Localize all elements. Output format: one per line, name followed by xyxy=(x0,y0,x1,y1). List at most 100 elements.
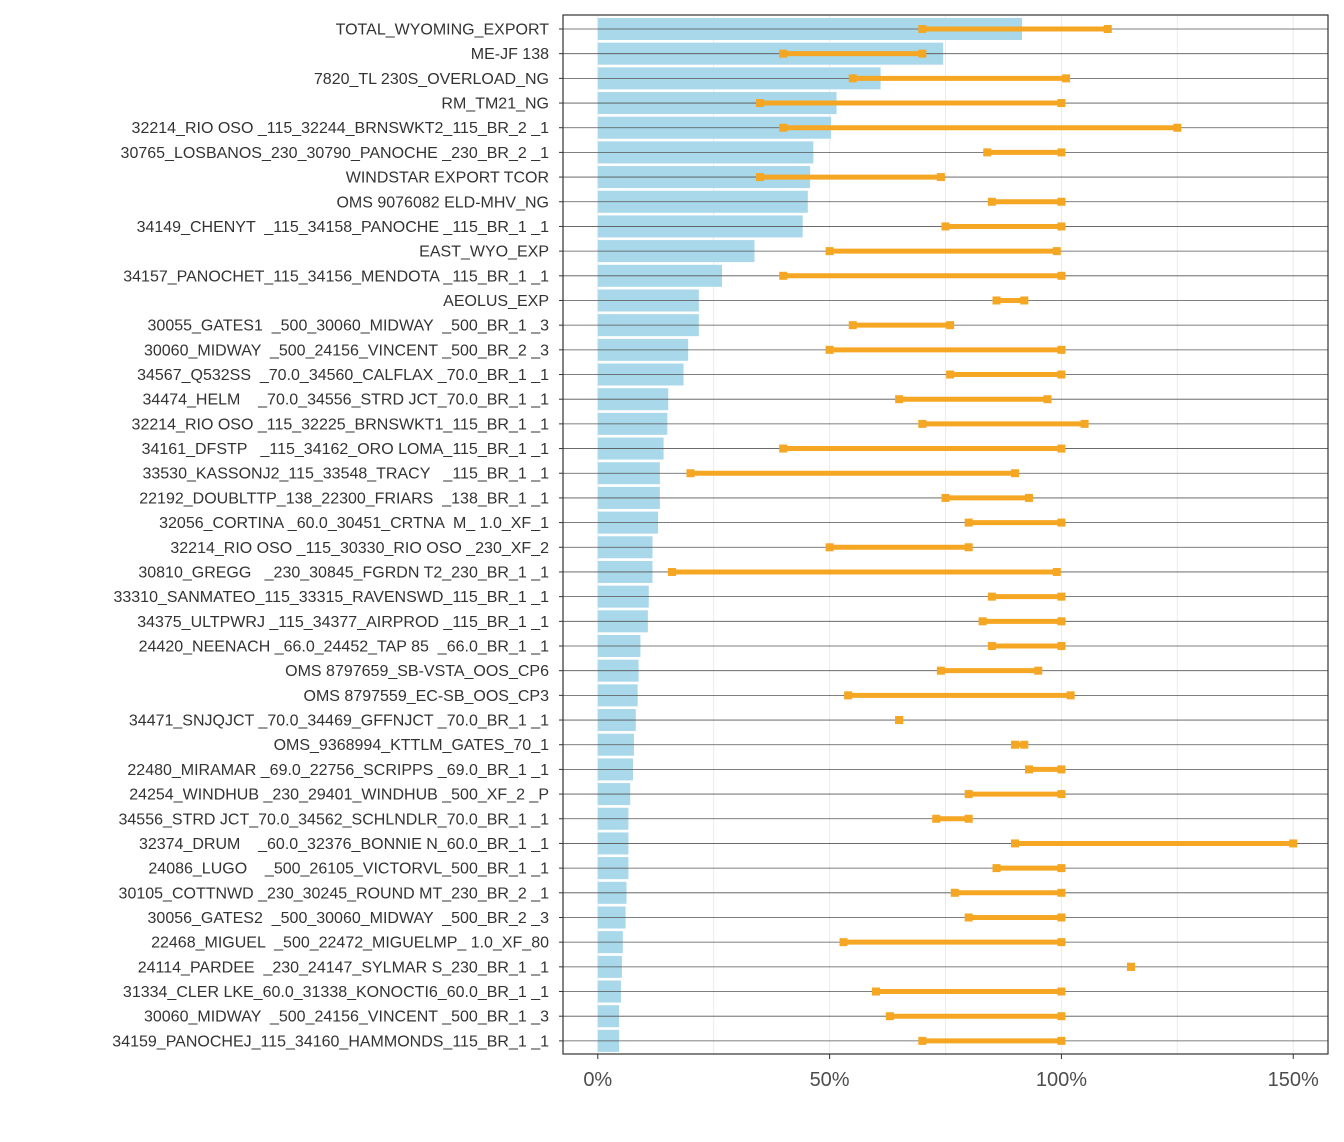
range-end-15 xyxy=(1043,395,1052,404)
range-start-1 xyxy=(779,49,788,58)
range-end-0 xyxy=(1103,25,1112,33)
gridlines xyxy=(597,15,1294,1054)
category-label-12: 30055_GATES1 _500_30060_MIDWAY _500_BR_1… xyxy=(148,318,550,335)
range-end-33 xyxy=(1289,839,1298,848)
category-label-7: OMS 9076082 ELD-MHV_NG xyxy=(336,194,549,211)
range-start-30 xyxy=(1024,765,1033,774)
panel-border xyxy=(562,14,1329,1055)
x-tick-label-0: 0% xyxy=(583,1069,612,1091)
range-start-8 xyxy=(941,222,950,231)
range-end-40 xyxy=(1057,1012,1066,1021)
range-start-19 xyxy=(941,493,950,502)
category-label-41: 34159_PANOCHEJ_115_34160_HAMMONDS_115_BR… xyxy=(112,1033,549,1050)
range-end-35 xyxy=(1057,888,1066,897)
range-end-16 xyxy=(1080,419,1089,428)
range-start-13 xyxy=(825,345,834,354)
category-label-17: 34161_DFSTP _115_34162_ORO LOMA_115_BR_1… xyxy=(142,441,549,458)
range-end-10 xyxy=(1057,271,1066,280)
range-end-30 xyxy=(1057,765,1066,774)
range-end-2 xyxy=(1062,74,1071,83)
range-end-3 xyxy=(1057,99,1066,108)
category-label-29: OMS_9368994_KTTLM_GATES_70_1 xyxy=(274,737,550,754)
category-label-1: ME-JF 138 xyxy=(471,46,549,63)
range-start-27 xyxy=(844,691,853,700)
x-tick-label-3: 150% xyxy=(1268,1069,1319,1091)
range-start-36 xyxy=(964,913,973,922)
range-start-18 xyxy=(686,469,695,478)
category-label-8: 34149_CHENYT _115_34158_PANOCHE _115_BR_… xyxy=(137,219,550,236)
range-start-12 xyxy=(848,321,857,330)
category-label-0: TOTAL_WYOMING_EXPORT xyxy=(336,22,550,39)
range-end-28 xyxy=(895,716,904,725)
category-label-40: 30060_MIDWAY _500_24156_VINCENT _500_BR_… xyxy=(144,1009,549,1026)
range-start-29 xyxy=(1011,740,1020,749)
range-end-8 xyxy=(1057,222,1066,231)
category-label-23: 33310_SANMATEO_115_33315_RAVENSWD_115_BR… xyxy=(113,589,549,606)
range-end-12 xyxy=(946,321,955,330)
range-start-7 xyxy=(987,197,996,206)
range-end-39 xyxy=(1057,987,1066,996)
category-label-16: 32214_RIO OSO _115_32225_BRNSWKT1_115_BR… xyxy=(132,416,550,433)
category-label-39: 31334_CLER LKE_60.0_31338_KONOCTI6_60.0_… xyxy=(123,984,549,1001)
range-end-22 xyxy=(1052,567,1061,576)
range-start-23 xyxy=(987,592,996,601)
category-label-37: 22468_MIGUEL _500_22472_MIGUELMP_ 1.0_XF… xyxy=(151,935,549,952)
range-end-1 xyxy=(918,49,927,58)
range-start-6 xyxy=(756,173,765,182)
category-label-14: 34567_Q532SS _70.0_34560_CALFLAX _70.0_B… xyxy=(137,367,549,384)
range-end-17 xyxy=(1057,444,1066,453)
category-label-24: 34375_ULTPWRJ _115_34377_AIRPROD _115_BR… xyxy=(137,614,549,631)
x-axis-ticks: 0% 50% 100% 150% xyxy=(583,1054,1319,1091)
range-start-34 xyxy=(992,864,1001,873)
category-label-32: 34556_STRD JCT_70.0_34562_SCHLNDLR_70.0_… xyxy=(119,811,550,828)
category-label-13: 30060_MIDWAY _500_24156_VINCENT _500_BR_… xyxy=(144,342,549,359)
range-end-19 xyxy=(1024,493,1033,502)
category-label-11: AEOLUS_EXP xyxy=(443,293,549,310)
range-start-25 xyxy=(987,642,996,650)
range-start-40 xyxy=(885,1012,894,1021)
range-end-6 xyxy=(936,173,945,182)
category-labels: TOTAL_WYOMING_EXPORT ME-JF 138 7820_TL 230… xyxy=(112,22,563,1050)
category-label-6: WINDSTAR EXPORT TCOR xyxy=(346,170,549,187)
category-label-18: 33530_KASSONJ2_115_33548_TRACY _115_BR_1… xyxy=(142,466,549,483)
range-end-41 xyxy=(1057,1036,1066,1045)
range-start-39 xyxy=(871,987,880,996)
range-start-3 xyxy=(756,99,765,108)
range-end-24 xyxy=(1057,617,1066,626)
category-label-38: 24114_PARDEE _230_24147_SYLMAR S_230_BR_… xyxy=(138,959,549,976)
category-label-28: 34471_SNJQJCT _70.0_34469_GFFNJCT _70.0_… xyxy=(129,713,549,730)
range-start-37 xyxy=(839,938,848,947)
range-end-23 xyxy=(1057,592,1066,601)
range-end-14 xyxy=(1057,370,1066,379)
category-label-34: 24086_LUGO _500_26105_VICTORVL_500_BR_1 … xyxy=(148,861,549,878)
category-label-15: 34474_HELM _70.0_34556_STRD JCT_70.0_BR_… xyxy=(143,392,550,409)
category-label-26: OMS 8797659_SB-VSTA_OOS_CP6 xyxy=(285,663,549,680)
category-label-5: 30765_LOSBANOS_230_30790_PANOCHE _230_BR… xyxy=(121,145,550,162)
range-end-11 xyxy=(1020,296,1029,305)
range-end-32 xyxy=(964,814,973,823)
category-label-10: 34157_PANOCHET_115_34156_MENDOTA _115_BR… xyxy=(123,268,549,285)
range-start-10 xyxy=(779,271,788,280)
range-end-18 xyxy=(1011,469,1020,478)
range-end-37 xyxy=(1057,938,1066,947)
range-start-20 xyxy=(964,518,973,527)
category-label-30: 22480_MIRAMAR _69.0_22756_SCRIPPS _69.0_… xyxy=(127,762,549,779)
range-end-5 xyxy=(1057,148,1066,157)
category-label-27: OMS 8797559_EC-SB_OOS_CP3 xyxy=(304,688,550,705)
range-start-35 xyxy=(950,888,959,897)
range-end-27 xyxy=(1066,691,1075,700)
range-end-25 xyxy=(1057,642,1066,650)
category-label-25: 24420_NEENACH _66.0_24452_TAP 85 _66.0_B… xyxy=(139,639,549,656)
range-start-16 xyxy=(918,419,927,428)
range-end-9 xyxy=(1052,247,1061,256)
range-start-21 xyxy=(825,543,834,552)
category-label-3: RM_TM21_NG xyxy=(441,96,549,113)
x-tick-label-2: 100% xyxy=(1036,1069,1087,1091)
category-label-19: 22192_DOUBLTTP_138_22300_FRIARS _138_BR_… xyxy=(139,490,549,507)
range-start-17 xyxy=(779,444,788,453)
range-start-22 xyxy=(667,567,676,576)
category-label-36: 30056_GATES2 _500_30060_MIDWAY _500_BR_2… xyxy=(148,910,550,927)
range-start-15 xyxy=(895,395,904,404)
range-start-41 xyxy=(918,1036,927,1045)
